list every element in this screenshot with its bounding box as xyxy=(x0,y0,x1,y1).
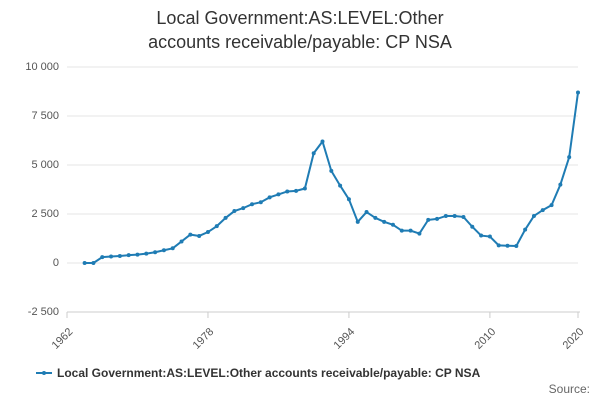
point xyxy=(161,248,166,253)
point xyxy=(302,186,307,191)
point xyxy=(320,139,325,144)
y-tick-label: 2 500 xyxy=(31,208,59,220)
point xyxy=(205,230,210,235)
point xyxy=(223,215,228,220)
point xyxy=(443,213,448,218)
point xyxy=(399,228,404,233)
point xyxy=(540,208,545,213)
x-tick-label: 2020 xyxy=(561,326,587,352)
point xyxy=(250,202,255,207)
point xyxy=(452,213,457,218)
point xyxy=(214,224,219,229)
chart-title: Local Government:AS:LEVEL:Other accounts … xyxy=(148,8,452,52)
point xyxy=(82,261,87,265)
point xyxy=(144,251,149,256)
point xyxy=(373,215,378,220)
point xyxy=(197,233,202,238)
point xyxy=(417,231,422,236)
point xyxy=(408,228,413,233)
point xyxy=(329,168,334,173)
point xyxy=(179,239,184,244)
point xyxy=(496,243,501,248)
point xyxy=(531,213,536,218)
point xyxy=(390,222,395,227)
point xyxy=(188,232,193,237)
x-tick-label: 1994 xyxy=(332,326,358,352)
point xyxy=(100,255,105,260)
y-tick-label: 7 500 xyxy=(31,110,59,122)
point xyxy=(276,192,281,197)
y-tick-label: 0 xyxy=(53,257,59,269)
point xyxy=(567,155,572,160)
point xyxy=(258,200,263,205)
point xyxy=(232,209,237,214)
point xyxy=(311,151,316,156)
point xyxy=(549,203,554,208)
point xyxy=(364,210,369,215)
point xyxy=(294,188,299,193)
y-tick-label: 10 000 xyxy=(25,61,59,73)
point xyxy=(346,197,351,202)
point xyxy=(267,195,272,200)
point xyxy=(355,219,360,224)
legend-symbol xyxy=(42,371,46,375)
point xyxy=(576,90,580,95)
x-tick-label: 2010 xyxy=(473,326,499,352)
point xyxy=(461,214,466,219)
point xyxy=(338,183,343,188)
point xyxy=(126,253,131,258)
point xyxy=(135,252,140,257)
x-tick-label: 1978 xyxy=(191,326,217,352)
point xyxy=(382,219,387,224)
point xyxy=(170,246,175,251)
y-tick-label: -2 500 xyxy=(28,306,59,318)
point xyxy=(117,253,122,258)
point xyxy=(109,254,114,259)
point xyxy=(523,227,528,232)
point xyxy=(153,250,158,255)
point xyxy=(514,243,519,248)
point xyxy=(505,243,510,248)
point xyxy=(487,234,492,239)
y-tick-label: 5 000 xyxy=(31,159,59,171)
point xyxy=(426,217,431,222)
point xyxy=(435,216,440,221)
x-tick-label: 1962 xyxy=(50,326,76,352)
point xyxy=(479,233,484,238)
source: Source: xyxy=(549,382,590,396)
point xyxy=(91,261,96,265)
point xyxy=(241,206,246,211)
point xyxy=(558,182,563,187)
point xyxy=(470,224,475,229)
legend-label: Local Government:AS:LEVEL:Other accounts… xyxy=(57,366,481,380)
point xyxy=(285,189,290,194)
line xyxy=(84,92,579,264)
